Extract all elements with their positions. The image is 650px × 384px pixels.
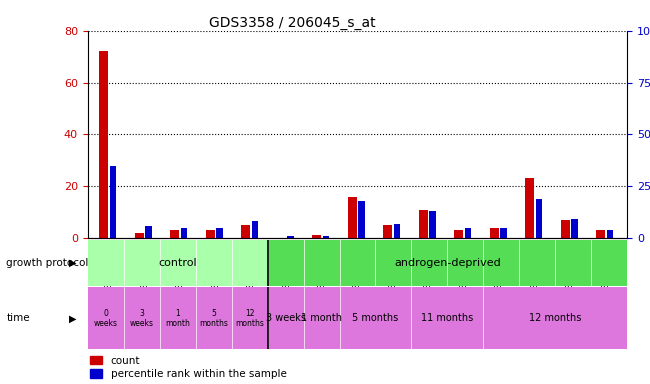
Bar bbox=[231, 287, 268, 349]
Text: 11 months: 11 months bbox=[421, 313, 474, 323]
Bar bbox=[160, 287, 196, 349]
Text: 12
months: 12 months bbox=[235, 309, 264, 328]
Text: ▶: ▶ bbox=[69, 313, 77, 323]
Bar bbox=[268, 287, 304, 349]
Bar bbox=[571, 219, 578, 238]
Bar bbox=[110, 166, 116, 238]
Bar bbox=[88, 287, 124, 349]
Bar bbox=[124, 287, 160, 349]
Text: control: control bbox=[159, 258, 197, 268]
Text: androgen-deprived: androgen-deprived bbox=[394, 258, 500, 268]
Bar bbox=[145, 226, 151, 238]
Bar bbox=[525, 179, 534, 238]
Bar bbox=[454, 230, 463, 238]
Bar bbox=[170, 230, 179, 238]
Text: ▶: ▶ bbox=[69, 258, 77, 268]
Text: 0
weeks: 0 weeks bbox=[94, 309, 118, 328]
Bar bbox=[304, 287, 339, 349]
Bar bbox=[181, 228, 187, 238]
Bar bbox=[419, 210, 428, 238]
Bar bbox=[206, 230, 215, 238]
Bar bbox=[536, 199, 542, 238]
Bar bbox=[135, 233, 144, 238]
Bar bbox=[490, 228, 499, 238]
Text: 12 months: 12 months bbox=[529, 313, 582, 323]
Text: 3
weeks: 3 weeks bbox=[130, 309, 153, 328]
Bar bbox=[241, 225, 250, 238]
Bar bbox=[88, 240, 268, 286]
Bar bbox=[99, 51, 109, 238]
Text: growth protocol: growth protocol bbox=[6, 258, 89, 268]
Bar bbox=[216, 228, 222, 238]
Bar bbox=[358, 201, 365, 238]
Text: time: time bbox=[6, 313, 30, 323]
Text: 1
month: 1 month bbox=[165, 309, 190, 328]
Bar bbox=[484, 287, 627, 349]
Bar bbox=[287, 236, 294, 238]
Text: 5 months: 5 months bbox=[352, 313, 398, 323]
Bar bbox=[322, 236, 329, 238]
Bar bbox=[465, 228, 471, 238]
Bar bbox=[252, 222, 258, 238]
Bar bbox=[268, 240, 627, 286]
Bar bbox=[196, 287, 231, 349]
Bar bbox=[384, 225, 393, 238]
Bar bbox=[596, 230, 605, 238]
Bar bbox=[348, 197, 357, 238]
Bar bbox=[339, 287, 411, 349]
Bar bbox=[394, 223, 400, 238]
Title: GDS3358 / 206045_s_at: GDS3358 / 206045_s_at bbox=[209, 16, 376, 30]
Bar bbox=[561, 220, 570, 238]
Text: 1 month: 1 month bbox=[301, 313, 342, 323]
Bar bbox=[606, 230, 613, 238]
Bar bbox=[411, 287, 484, 349]
Text: 5
months: 5 months bbox=[199, 309, 228, 328]
Bar bbox=[313, 235, 321, 238]
Bar bbox=[429, 211, 436, 238]
Bar bbox=[500, 228, 506, 238]
Text: 3 weeks: 3 weeks bbox=[266, 313, 305, 323]
Legend: count, percentile rank within the sample: count, percentile rank within the sample bbox=[90, 356, 287, 379]
